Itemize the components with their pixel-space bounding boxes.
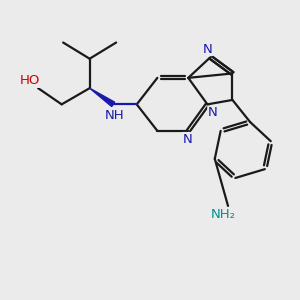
Text: N: N [208,106,218,119]
Text: HO: HO [20,74,40,87]
Text: N: N [183,133,193,146]
Text: N: N [202,43,212,56]
Text: NH₂: NH₂ [211,208,236,221]
Polygon shape [90,88,115,106]
Text: NH: NH [105,109,124,122]
